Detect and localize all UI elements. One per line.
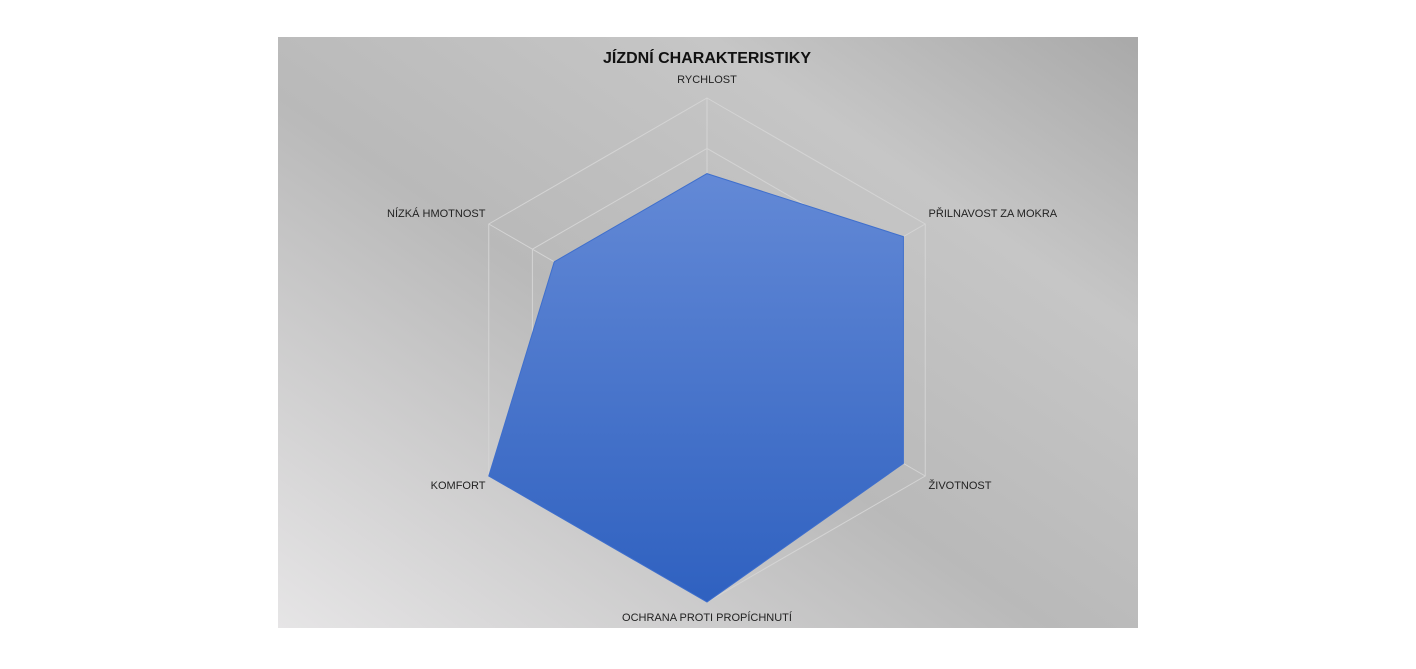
radar-area	[488, 173, 904, 603]
chart-title: JÍZDNÍ CHARAKTERISTIKY	[603, 48, 811, 67]
axis-label: NÍZKÁ HMOTNOST	[387, 207, 486, 220]
axis-label: KOMFORT	[431, 480, 486, 492]
axis-label: RYCHLOST	[677, 74, 737, 86]
axis-label: PŘILNAVOST ZA MOKRA	[929, 207, 1058, 220]
axis-label: OCHRANA PROTI PROPÍCHNUTÍ	[622, 611, 793, 624]
axis-label: ŽIVOTNOST	[929, 479, 992, 492]
